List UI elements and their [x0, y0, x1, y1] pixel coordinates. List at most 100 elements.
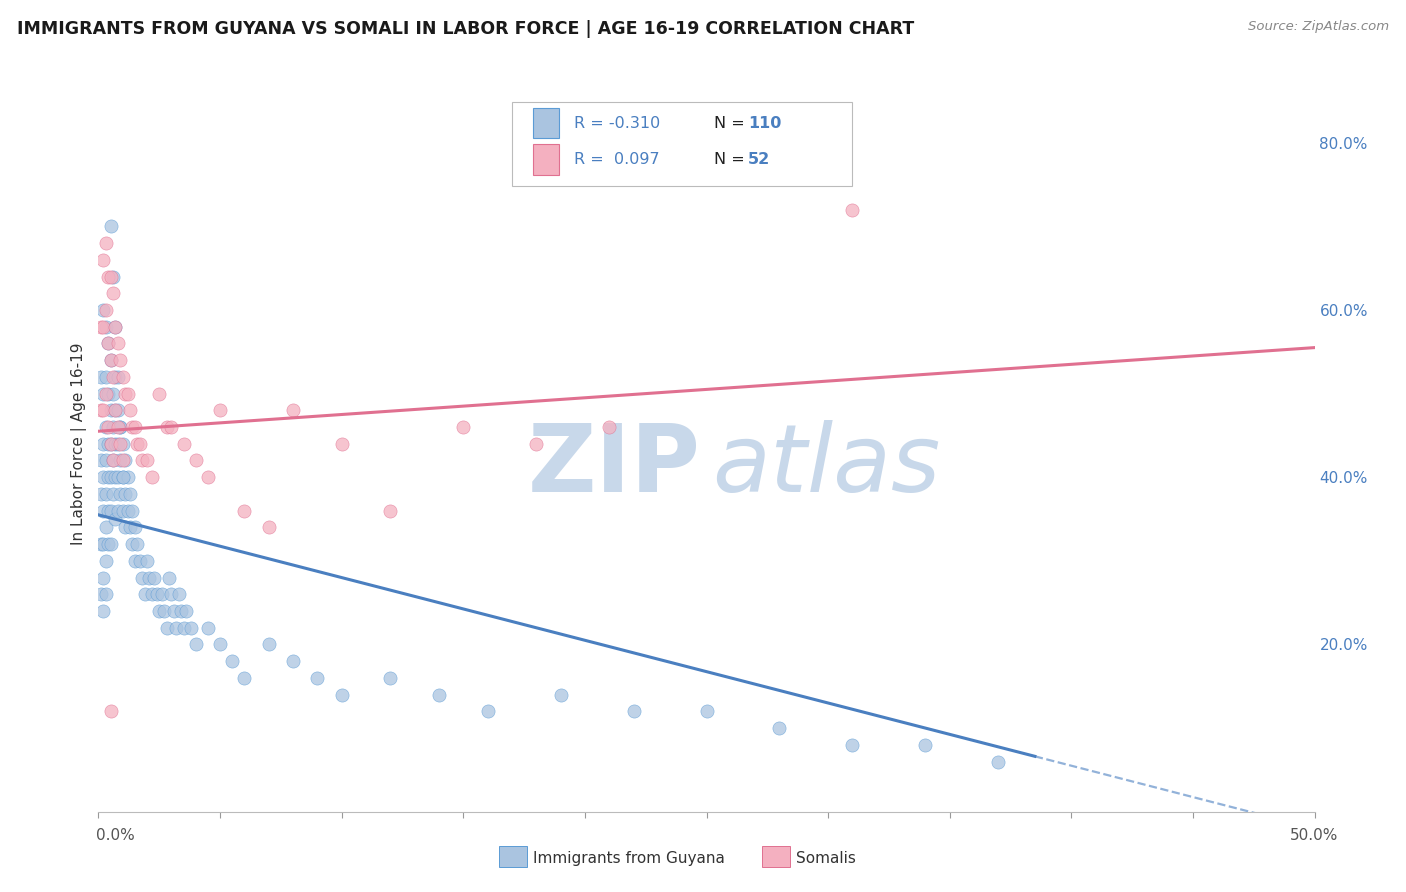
Text: IMMIGRANTS FROM GUYANA VS SOMALI IN LABOR FORCE | AGE 16-19 CORRELATION CHART: IMMIGRANTS FROM GUYANA VS SOMALI IN LABO…: [17, 20, 914, 37]
Point: [155, 621, 177, 635]
Point: [101, 453, 124, 467]
Point: [94, 520, 117, 534]
Point: [101, 487, 124, 501]
Point: [598, 420, 620, 434]
Text: N =: N =: [714, 116, 749, 130]
Point: [114, 487, 136, 501]
Point: [209, 403, 232, 417]
Point: [173, 436, 195, 450]
Point: [233, 671, 256, 685]
Point: [138, 571, 160, 585]
Point: [117, 503, 139, 517]
Point: [101, 286, 124, 301]
Point: [136, 554, 159, 568]
Point: [128, 554, 150, 568]
Point: [197, 470, 219, 484]
Point: [524, 436, 547, 450]
Point: [111, 369, 134, 384]
Point: [90, 487, 112, 501]
Point: [143, 571, 166, 585]
Point: [257, 520, 280, 534]
Point: [281, 403, 304, 417]
Point: [136, 453, 159, 467]
Point: [380, 503, 402, 517]
Point: [94, 587, 117, 601]
Point: [170, 604, 193, 618]
Point: [107, 470, 129, 484]
Point: [121, 420, 143, 434]
Point: [184, 453, 207, 467]
Point: [111, 436, 134, 450]
Point: [91, 470, 114, 484]
Point: [104, 403, 127, 417]
Point: [148, 386, 170, 401]
Point: [104, 403, 127, 417]
Point: [91, 503, 114, 517]
Point: [100, 403, 122, 417]
Point: [100, 436, 122, 450]
Point: [165, 621, 187, 635]
Point: [111, 470, 134, 484]
Point: [94, 453, 117, 467]
Point: [104, 470, 127, 484]
Point: [114, 453, 136, 467]
Point: [110, 353, 132, 368]
Point: [100, 353, 122, 368]
Point: [380, 671, 402, 685]
Point: [330, 436, 353, 450]
Point: [101, 386, 124, 401]
Point: [841, 738, 863, 752]
Point: [94, 386, 117, 401]
Point: [160, 587, 183, 601]
Point: [141, 587, 163, 601]
Point: [90, 319, 112, 334]
Point: [110, 487, 132, 501]
FancyBboxPatch shape: [533, 108, 560, 138]
Text: Source: ZipAtlas.com: Source: ZipAtlas.com: [1249, 20, 1389, 33]
Text: R =  0.097: R = 0.097: [574, 152, 659, 167]
Point: [104, 512, 127, 526]
Point: [110, 453, 132, 467]
Point: [101, 453, 124, 467]
Text: N =: N =: [714, 152, 749, 167]
Point: [91, 386, 114, 401]
Point: [91, 319, 114, 334]
Point: [157, 571, 180, 585]
Point: [146, 587, 169, 601]
Point: [94, 554, 117, 568]
Text: 50.0%: 50.0%: [1291, 829, 1339, 843]
Point: [107, 369, 129, 384]
Point: [110, 420, 132, 434]
Point: [330, 688, 353, 702]
Point: [477, 705, 499, 719]
Text: 0.0%: 0.0%: [96, 829, 135, 843]
Point: [90, 453, 112, 467]
Point: [209, 637, 232, 651]
Point: [97, 420, 120, 434]
Point: [111, 453, 134, 467]
Point: [104, 319, 127, 334]
Point: [94, 235, 117, 250]
Point: [104, 319, 127, 334]
Point: [118, 403, 141, 417]
Point: [134, 587, 156, 601]
Point: [111, 470, 134, 484]
Point: [91, 403, 114, 417]
Point: [155, 420, 177, 434]
Point: [427, 688, 450, 702]
Point: [160, 420, 183, 434]
Point: [987, 755, 1010, 769]
Point: [118, 520, 141, 534]
Point: [167, 587, 190, 601]
Text: Immigrants from Guyana: Immigrants from Guyana: [533, 852, 724, 866]
Text: Somalis: Somalis: [796, 852, 856, 866]
Point: [768, 721, 790, 735]
Point: [100, 269, 122, 284]
Point: [91, 436, 114, 450]
Point: [114, 386, 136, 401]
Point: [101, 420, 124, 434]
Point: [127, 537, 149, 551]
Point: [91, 252, 114, 267]
Point: [97, 436, 120, 450]
Point: [107, 403, 129, 417]
